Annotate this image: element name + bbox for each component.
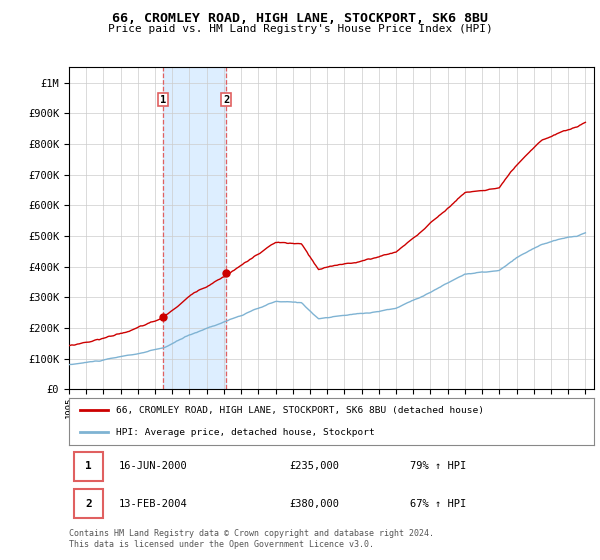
Text: 79% ↑ HPI: 79% ↑ HPI — [410, 461, 467, 471]
Text: 66, CROMLEY ROAD, HIGH LANE, STOCKPORT, SK6 8BU: 66, CROMLEY ROAD, HIGH LANE, STOCKPORT, … — [112, 12, 488, 25]
Text: Price paid vs. HM Land Registry's House Price Index (HPI): Price paid vs. HM Land Registry's House … — [107, 24, 493, 34]
Text: Contains HM Land Registry data © Crown copyright and database right 2024.
This d: Contains HM Land Registry data © Crown c… — [69, 529, 434, 549]
FancyBboxPatch shape — [74, 489, 103, 519]
Text: 2: 2 — [223, 95, 229, 105]
Text: 1: 1 — [160, 95, 166, 105]
Text: 13-FEB-2004: 13-FEB-2004 — [119, 499, 188, 508]
Text: 2: 2 — [85, 499, 92, 508]
Text: £235,000: £235,000 — [290, 461, 340, 471]
Text: 1: 1 — [85, 461, 92, 471]
FancyBboxPatch shape — [74, 451, 103, 480]
Text: 16-JUN-2000: 16-JUN-2000 — [119, 461, 188, 471]
Text: HPI: Average price, detached house, Stockport: HPI: Average price, detached house, Stoc… — [116, 428, 375, 437]
Bar — [163, 67, 226, 389]
Text: 66, CROMLEY ROAD, HIGH LANE, STOCKPORT, SK6 8BU (detached house): 66, CROMLEY ROAD, HIGH LANE, STOCKPORT, … — [116, 406, 484, 415]
Text: £380,000: £380,000 — [290, 499, 340, 508]
Text: 67% ↑ HPI: 67% ↑ HPI — [410, 499, 467, 508]
